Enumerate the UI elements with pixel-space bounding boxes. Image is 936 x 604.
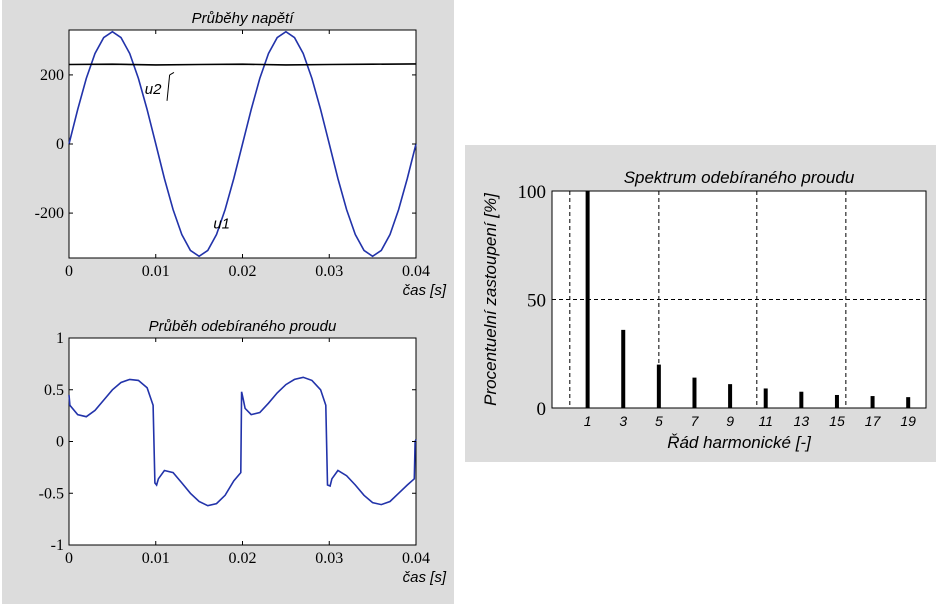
voltage-series-u1 [68,30,417,258]
voltage-xtick-label: 0 [65,263,73,280]
spectrum-bar-h19 [906,397,911,408]
spectrum-xtick-label: 13 [794,413,810,429]
spectrum-bar-h17 [870,396,875,408]
u2-leader-line-tip [169,72,175,76]
voltage-ytick-label: -200 [35,205,64,222]
current-series-0 [68,376,417,507]
voltage-title: Průběhy napětí [192,10,296,27]
voltage-xtick-label: 0.04 [402,263,430,280]
current-xtick-label: 0 [65,550,73,567]
current-ytick-label: -1 [51,537,64,554]
spectrum-xtick-label: 9 [726,413,734,429]
current-plot-area [68,337,417,546]
current-xtick-label: 0.04 [402,550,430,567]
voltage-annotation-u1: u1 [213,216,230,233]
spectrum-xtick-label: 1 [584,413,592,429]
spectrum-bar-h13 [799,391,804,408]
spectrum-bar-h7 [692,377,697,408]
spectrum-xtick-label: 7 [691,413,700,429]
voltage-ytick-label: 200 [40,67,64,84]
right-figure-panel: Spektrum odebíraného proudu 1 3 5 7 9 11 13 15 17… [465,145,936,462]
current-ytick-label: 1 [56,330,64,347]
spectrum-xtick-label: 11 [758,413,773,429]
left-figure-panel: Průběhy napětí 0 0.01 0.02 0.03 0.04 200 0 -200 č… [2,0,454,604]
spectrum-xtick-label: 19 [900,413,916,429]
spectrum-xtick-label: 5 [655,413,663,429]
current-xtick-label: 0.02 [229,550,257,567]
current-xlabel: čas [s] [403,569,447,586]
spectrum-xtick-label: 17 [865,413,882,429]
voltage-xlabel: čas [s] [403,282,447,299]
voltage-ytick-label: 0 [56,136,64,153]
spectrum-bar-h11 [763,388,768,408]
voltage-series-u2 [68,63,417,66]
current-title: Průběh odebíraného proudu [149,318,337,335]
voltage-annotation-u2: u2 [145,81,162,98]
spectrum-bar-h9 [728,384,733,408]
voltage-chart: Průběhy napětí 0 0.01 0.02 0.03 0.04 200 0 -200 č… [35,10,447,299]
spectrum-title: Spektrum odebíraného proudu [624,168,855,187]
spectrum-bar-h15 [834,394,839,408]
spectrum-bar-h3 [621,329,626,408]
current-chart: Průběh odebíraného proudu 0 0.01 0.02 0.03 0.… [39,318,447,586]
spectrum-xlabel: Řád harmonické [-] [667,433,812,452]
spectrum-ylabel: Procentuelní zastoupení [%] [481,192,500,406]
current-xtick-label: 0.03 [315,550,343,567]
current-ytick-label: 0.5 [44,382,64,399]
spectrum-ytick-label: 0 [537,399,547,420]
current-ytick-label: 0 [56,434,64,451]
current-ytick-label: -0.5 [39,485,64,502]
current-xtick-label: 0.01 [142,550,170,567]
spectrum-bar-h5 [656,364,661,408]
u2-leader-line [166,74,171,101]
voltage-xtick-label: 0.02 [229,263,257,280]
voltage-xtick-label: 0.01 [142,263,170,280]
spectrum-xtick-label: 3 [619,413,627,429]
spectrum-bar-h1 [585,191,590,408]
spectrum-xtick-label: 15 [829,413,845,429]
voltage-xtick-label: 0.03 [315,263,343,280]
spectrum-ytick-label: 50 [527,291,546,312]
spectrum-ytick-label: 100 [518,182,547,203]
